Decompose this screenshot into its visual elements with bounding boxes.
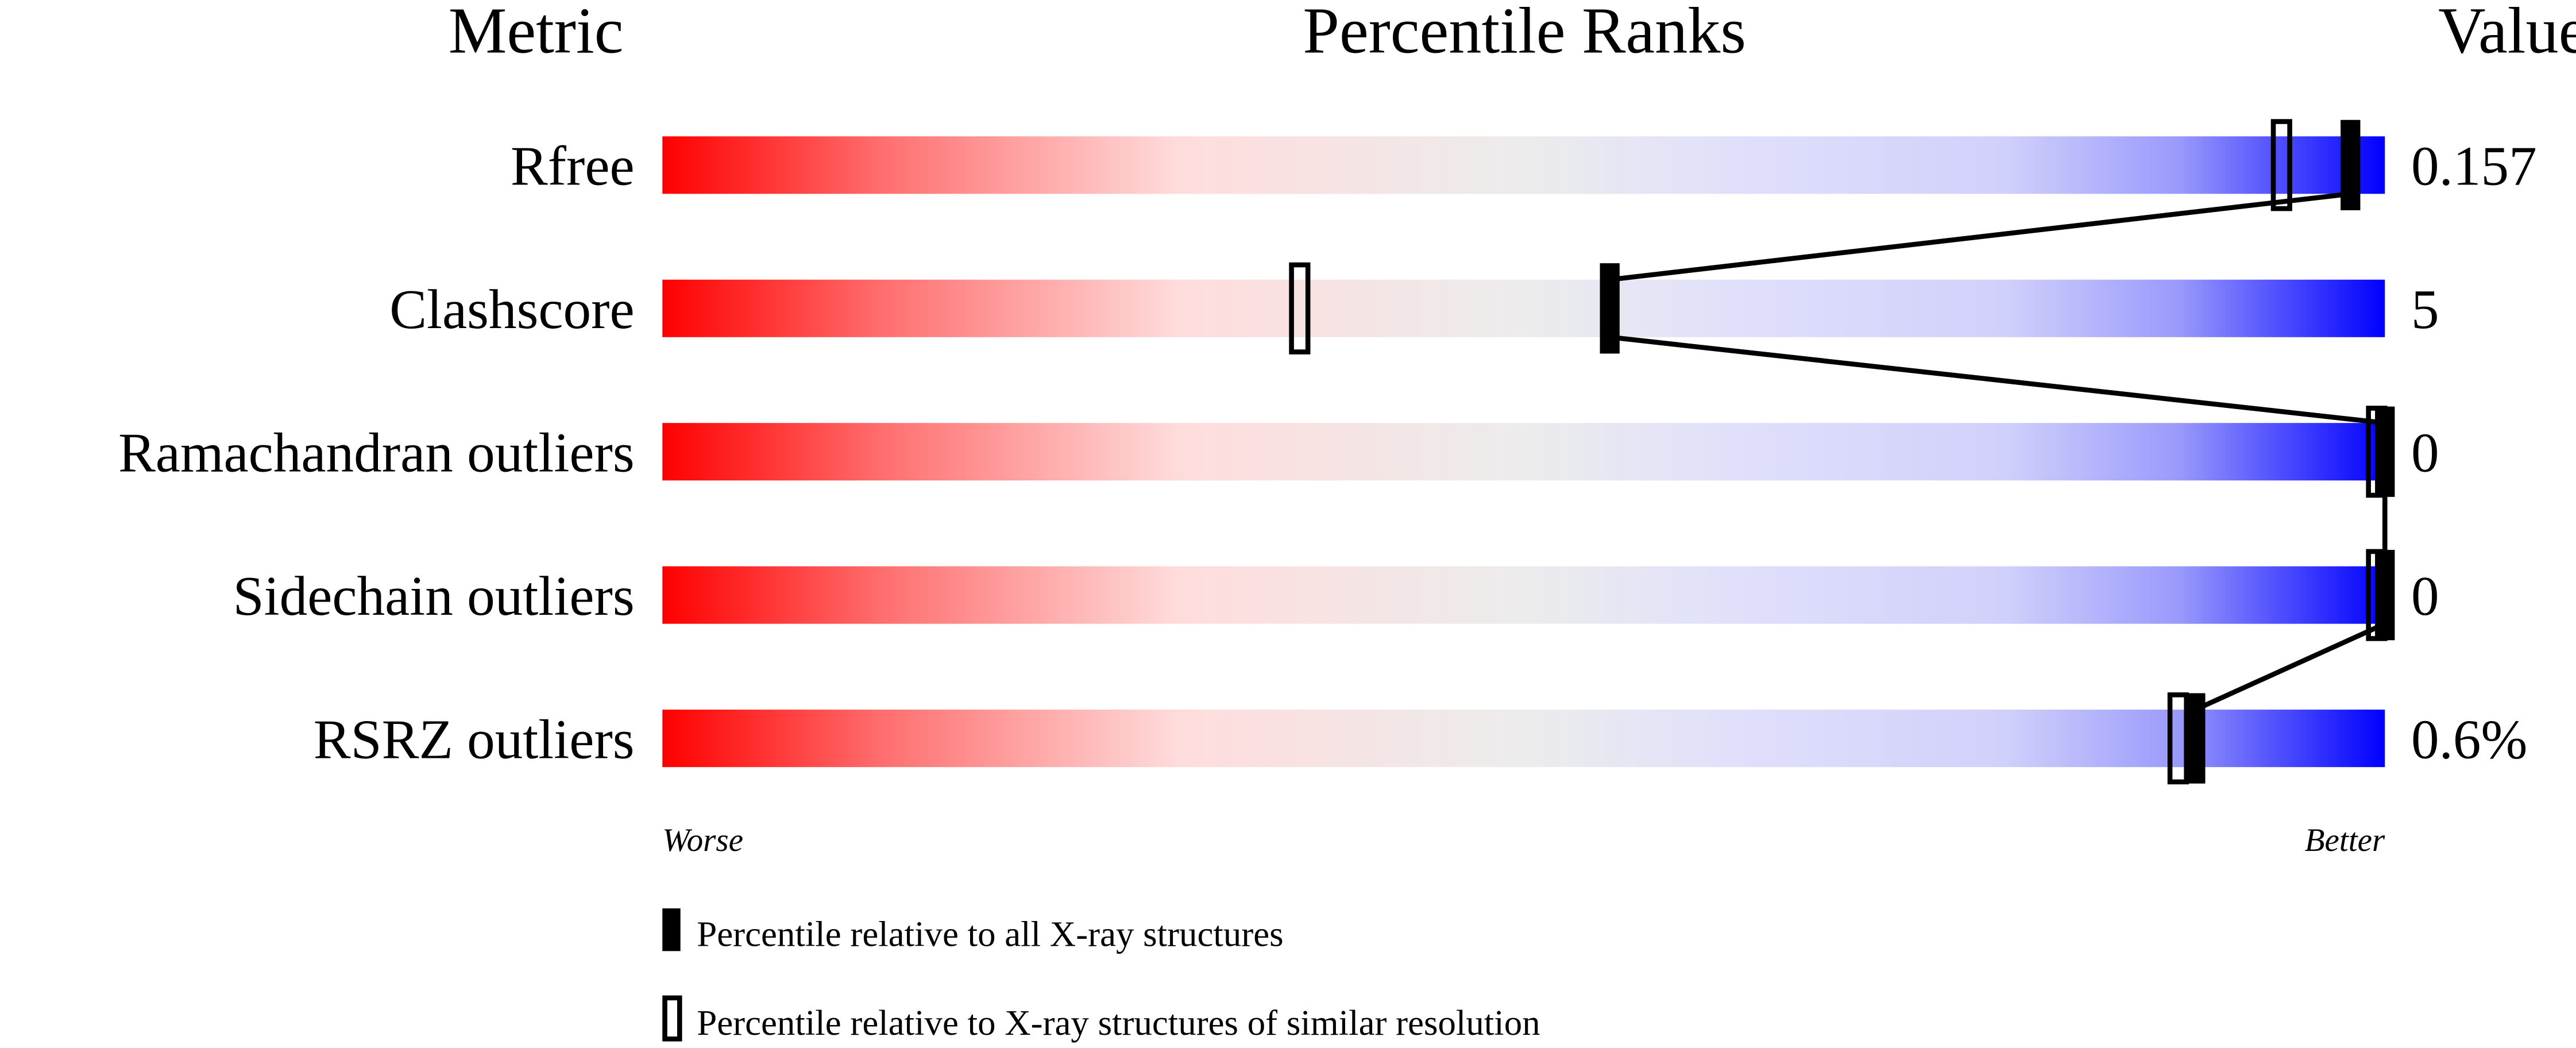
metric-label: Clashscore — [389, 279, 634, 341]
legend-open-marker — [662, 995, 682, 1042]
metric-row: Clashscore 5 — [389, 279, 2439, 341]
percentile-bar — [662, 279, 2385, 337]
percentile-bar — [662, 710, 2385, 768]
metric-value: 0 — [2411, 565, 2439, 627]
metric-row: Rfree 0.157 — [511, 136, 2537, 198]
metric-label: Sidechain outliers — [233, 565, 635, 627]
connector-line — [1609, 334, 2385, 426]
percentile-bar — [662, 566, 2385, 624]
legend-filled-marker — [662, 908, 681, 951]
marker-similar-resolution — [1289, 262, 1311, 355]
axis-label-worse: Worse — [662, 822, 743, 858]
legend-label-similar: Percentile relative to X-ray structures … — [697, 1003, 1540, 1043]
header-metric: Metric — [449, 0, 624, 67]
percentile-bar — [662, 136, 2385, 194]
marker-all-structures — [1600, 263, 1620, 354]
legend-label-all: Percentile relative to all X-ray structu… — [697, 914, 1283, 954]
marker-all-structures — [2375, 406, 2395, 497]
metric-value: 0.6% — [2411, 708, 2527, 770]
marker-all-structures — [2341, 120, 2361, 210]
marker-all-structures — [2185, 693, 2206, 784]
metric-value: 5 — [2411, 279, 2439, 341]
header-percentile-ranks: Percentile Ranks — [1303, 0, 1746, 67]
metric-label: Ramachandran outliers — [118, 422, 635, 484]
connector-line — [2194, 621, 2386, 712]
header-value: Value — [2438, 0, 2576, 67]
percentile-bar — [662, 423, 2385, 481]
metric-row: Ramachandran outliers 0 — [118, 422, 2439, 484]
metric-row: RSRZ outliers 0.6% — [314, 708, 2528, 770]
metric-row: Sidechain outliers 0 — [233, 565, 2439, 627]
metric-label: Rfree — [511, 136, 635, 198]
metric-value: 0.157 — [2411, 136, 2537, 198]
axis-label-better: Better — [2305, 822, 2385, 858]
marker-similar-resolution — [2270, 119, 2292, 211]
metric-value: 0 — [2411, 422, 2439, 484]
marker-all-structures — [2375, 550, 2395, 641]
connector-line — [1609, 191, 2351, 282]
metric-label: RSRZ outliers — [314, 708, 635, 770]
